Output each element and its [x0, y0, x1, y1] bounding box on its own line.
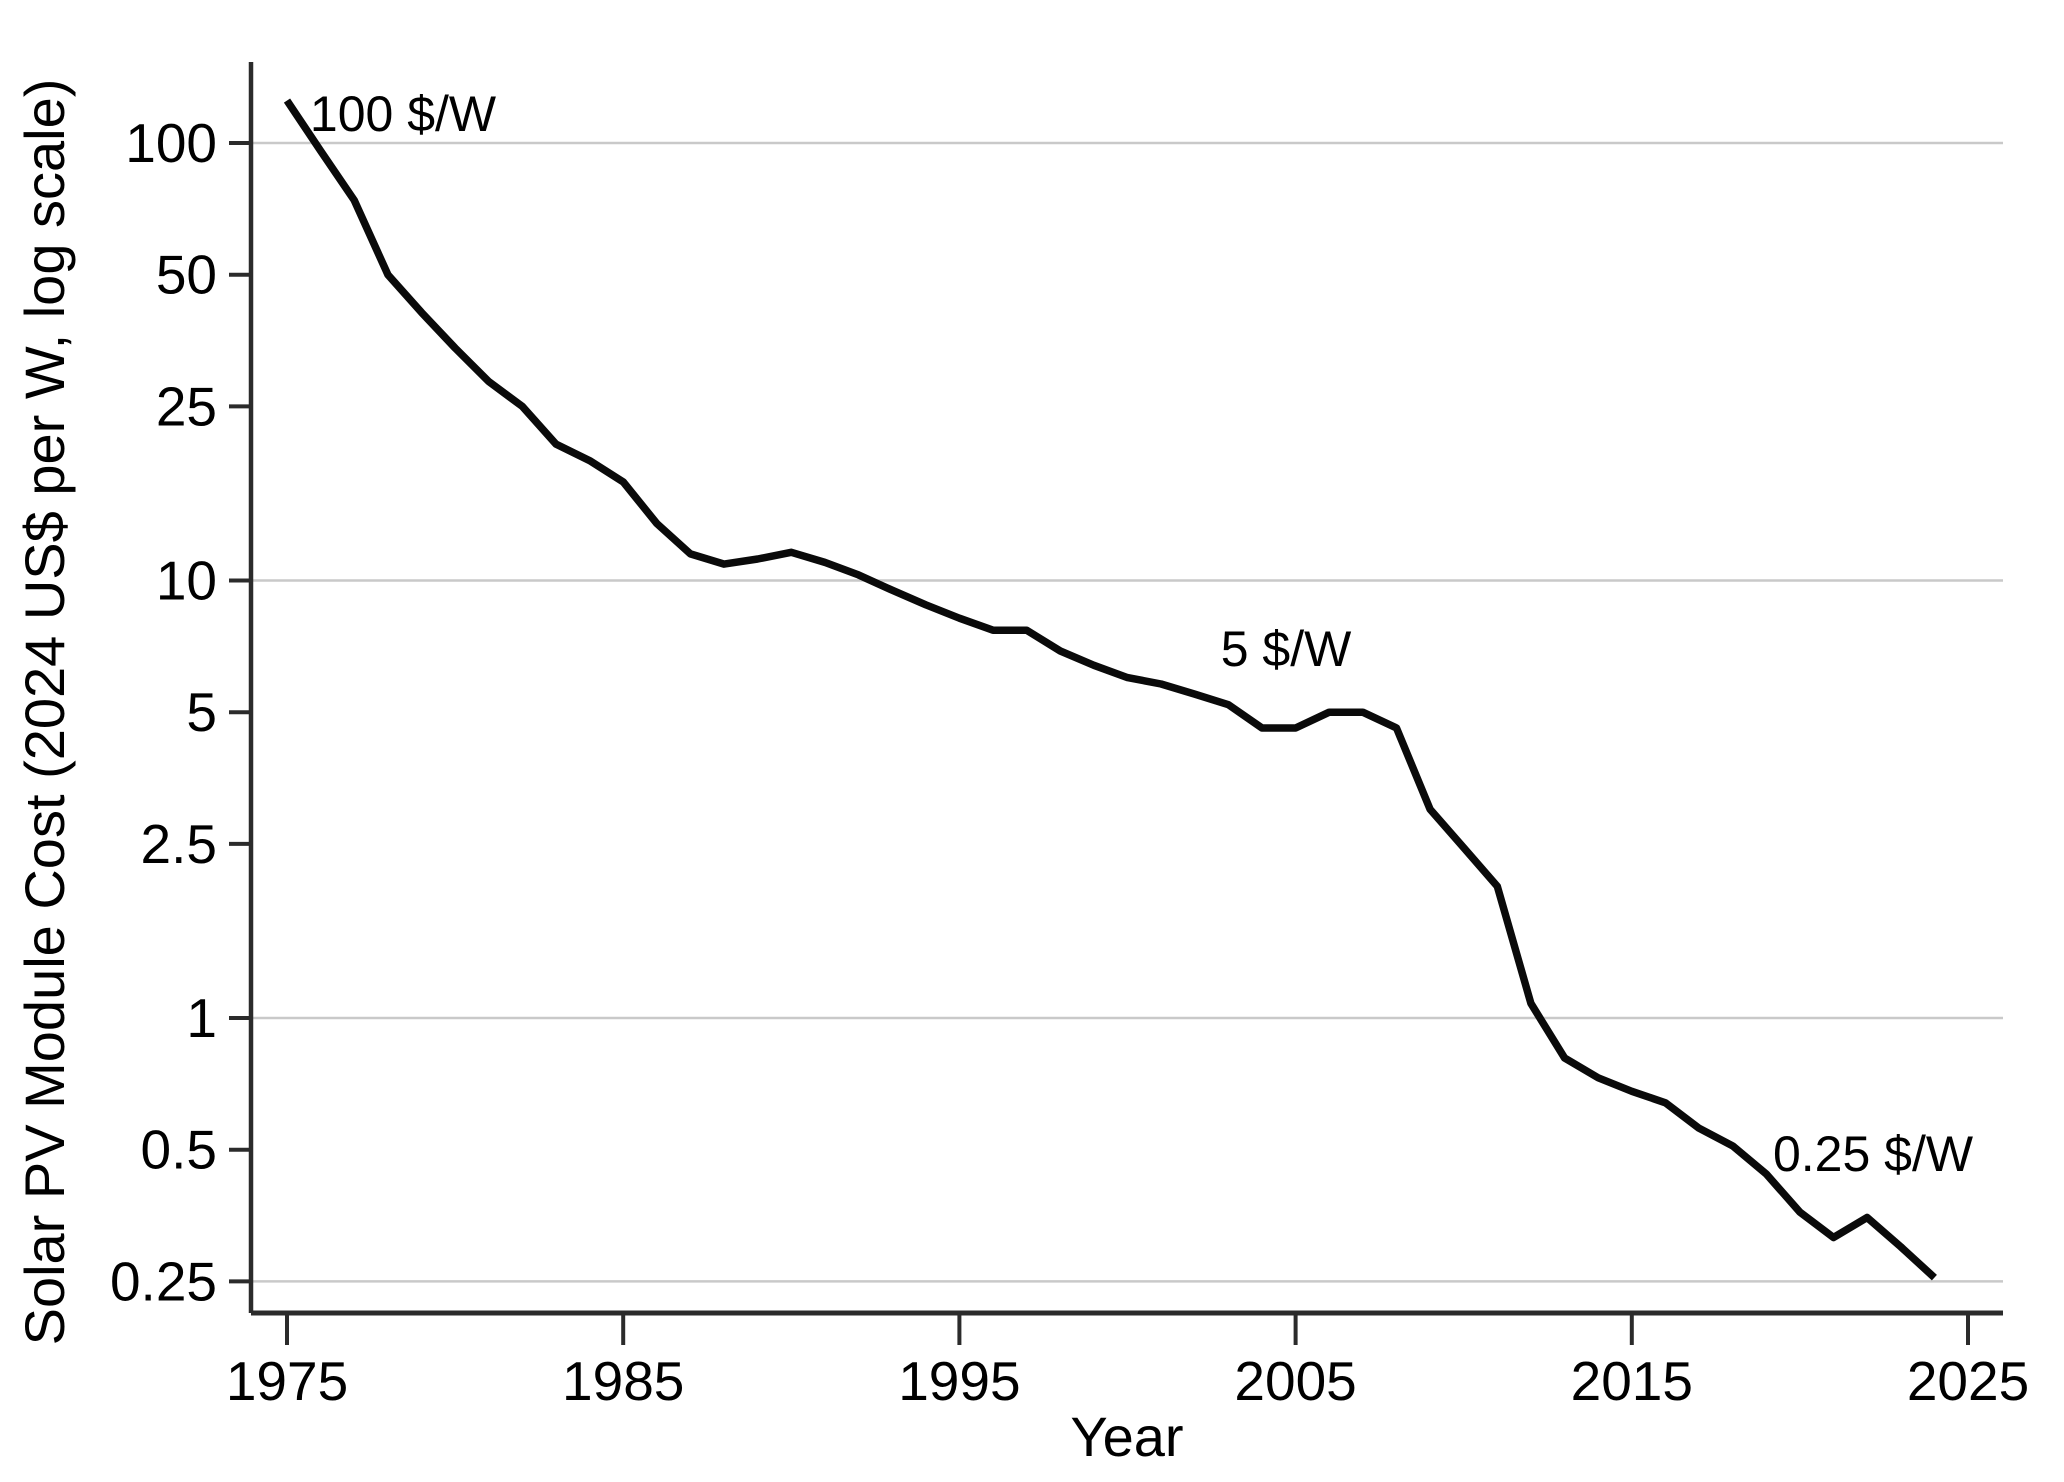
annotation-025-dollars-per-watt: 0.25 $/W [1773, 1126, 1974, 1182]
x-tick-label: 1995 [898, 1350, 1020, 1412]
y-tick-label: 100 [125, 112, 217, 174]
y-tick-label: 2.5 [141, 813, 217, 875]
axes [248, 62, 2003, 1316]
x-tick-label: 2025 [1907, 1350, 2029, 1412]
y-tick-label: 1 [186, 987, 217, 1049]
y-tick-label: 0.25 [110, 1250, 217, 1312]
x-tick-label: 2005 [1234, 1350, 1356, 1412]
x-tick-label: 1975 [226, 1350, 348, 1412]
x-tick-label: 2015 [1571, 1350, 1693, 1412]
gridlines [251, 141, 2003, 1283]
x-tick-label: 1985 [562, 1350, 684, 1412]
y-axis-title: Solar PV Module Cost (2024 US$ per W, lo… [13, 79, 76, 1346]
y-tick-label: 10 [156, 550, 217, 612]
cost-line [283, 98, 1937, 1281]
y-tick-label: 50 [156, 244, 217, 306]
axis-ticks [229, 141, 1970, 1345]
y-tick-label: 25 [156, 375, 217, 437]
cost-line-series [283, 98, 1937, 1281]
y-tick-label: 0.5 [141, 1119, 217, 1181]
annotation-100-dollars-per-watt: 100 $/W [310, 86, 497, 142]
annotation-5-dollars-per-watt: 5 $/W [1221, 621, 1352, 677]
x-axis-title: Year [1070, 1405, 1183, 1468]
y-tick-label: 5 [186, 681, 217, 743]
